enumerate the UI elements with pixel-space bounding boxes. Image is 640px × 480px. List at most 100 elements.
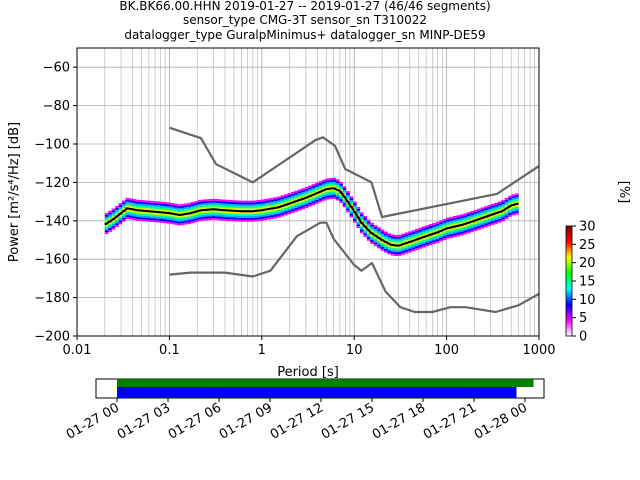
heatmap-cell <box>442 236 447 239</box>
heatmap-cell <box>256 217 261 220</box>
heatmap-cell <box>135 199 140 202</box>
heatmap-cell <box>335 185 340 188</box>
heatmap-cell <box>501 207 505 210</box>
heatmap-cell <box>339 193 343 196</box>
heatmap-cell <box>153 206 157 209</box>
heatmap-cell <box>146 215 150 218</box>
heatmap-cell <box>404 251 409 254</box>
heatmap-cell <box>401 250 405 253</box>
heatmap-cell <box>421 232 426 235</box>
heatmap-cell <box>290 211 295 213</box>
heatmap-cell <box>163 209 168 212</box>
heatmap-cell <box>515 212 519 215</box>
heatmap-cell <box>363 229 368 232</box>
heatmap-cell <box>418 246 423 249</box>
heatmap-cell <box>297 191 302 194</box>
heatmap-cell <box>159 219 164 221</box>
heatmap-cell <box>484 211 488 214</box>
heatmap-cell <box>232 211 237 214</box>
heatmap-cell <box>397 253 402 256</box>
heatmap-cell <box>153 220 157 223</box>
timeline-tick-label: 01-27 09 <box>217 400 275 442</box>
heatmap-cell <box>511 205 516 208</box>
heatmap-cell <box>484 223 488 226</box>
heatmap-cell <box>394 238 399 241</box>
heatmap-cell <box>442 218 447 221</box>
heatmap-cell <box>170 218 174 221</box>
heatmap-cell <box>439 228 443 230</box>
heatmap-cell <box>284 198 288 200</box>
heatmap-cell <box>239 208 243 211</box>
heatmap-cell <box>215 212 219 215</box>
high-noise-model-line <box>169 126 540 219</box>
heatmap-cell <box>166 204 171 207</box>
heatmap-cell <box>190 215 195 218</box>
heatmap-cell <box>115 205 119 208</box>
heatmap-cell <box>377 231 381 234</box>
heatmap-cell <box>490 203 495 206</box>
heatmap-cell <box>359 219 364 222</box>
heatmap-cell <box>335 181 340 184</box>
heatmap-cell <box>266 213 271 216</box>
heatmap-cell <box>215 199 219 201</box>
heatmap-cell <box>208 218 212 221</box>
heatmap-cell <box>328 179 333 182</box>
heatmap-cell <box>466 217 471 220</box>
heatmap-cell <box>139 211 143 214</box>
heatmap-cell <box>322 196 326 199</box>
heatmap-cell <box>390 234 395 237</box>
heatmap-cell <box>332 195 336 197</box>
heatmap-cell <box>315 196 319 199</box>
heatmap-cell <box>504 201 509 204</box>
heatmap-cell <box>456 222 461 225</box>
heatmap-cell <box>146 219 150 222</box>
heatmap-cell <box>277 196 281 199</box>
heatmap-cell <box>484 217 488 220</box>
heatmap-cell <box>173 222 178 225</box>
heatmap-cell <box>511 213 516 216</box>
heatmap-cell <box>149 202 154 205</box>
heatmap-cell <box>446 219 450 222</box>
heatmap-cell <box>432 228 436 231</box>
heatmap-cell <box>304 194 309 197</box>
heatmap-cell <box>466 214 471 217</box>
heatmap-cell <box>177 223 181 226</box>
heatmap-cell <box>463 213 467 216</box>
heatmap-cell <box>201 211 205 213</box>
heatmap-cell <box>459 227 464 230</box>
heatmap-cell <box>277 200 281 203</box>
heatmap-cell <box>125 216 130 219</box>
heatmap-cell <box>108 212 112 215</box>
heatmap-cell <box>201 212 205 215</box>
heatmap-cell <box>477 212 481 215</box>
heatmap-cell <box>218 205 223 207</box>
heatmap-cell <box>494 210 499 213</box>
heatmap-cell <box>446 225 450 228</box>
heatmap-cell <box>415 232 419 235</box>
heatmap-cell <box>194 216 199 219</box>
heatmap-cell <box>363 233 368 236</box>
heatmap-cell <box>501 219 505 222</box>
heatmap-cell <box>501 203 505 206</box>
heatmap-cell <box>477 208 481 211</box>
heatmap-cell <box>180 217 185 220</box>
heatmap-cell <box>222 218 226 221</box>
heatmap-cell <box>273 208 278 211</box>
heatmap-cell <box>142 206 147 208</box>
heatmap-cell <box>104 228 109 231</box>
heatmap-cell <box>139 213 143 216</box>
heatmap-cell <box>342 193 347 196</box>
heatmap-cell <box>256 215 261 218</box>
heatmap-cell <box>332 181 336 184</box>
heatmap-cell <box>315 186 319 189</box>
heatmap-cell <box>294 194 299 197</box>
heatmap-cell <box>187 216 192 219</box>
heatmap-cell <box>359 223 364 226</box>
heatmap-cell <box>473 229 478 232</box>
heatmap-cell <box>108 216 112 219</box>
x-tick-label: 10 <box>346 343 363 358</box>
heatmap-cell <box>304 188 309 191</box>
heatmap-cell <box>397 240 402 243</box>
heatmap-cell <box>421 234 426 237</box>
